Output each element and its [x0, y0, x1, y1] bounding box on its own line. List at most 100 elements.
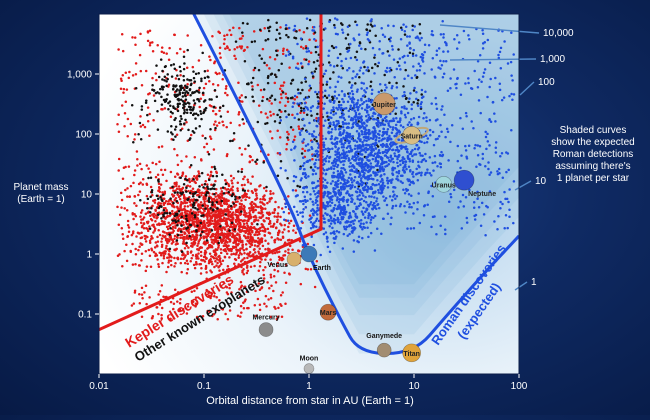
data-point	[199, 43, 203, 47]
data-point	[315, 225, 318, 229]
data-point	[340, 64, 343, 68]
data-point	[123, 125, 126, 128]
data-point	[345, 154, 349, 158]
data-point	[383, 88, 387, 92]
data-point	[345, 122, 348, 125]
data-point	[157, 185, 161, 189]
data-point	[411, 171, 415, 174]
data-point	[227, 182, 230, 186]
data-point	[168, 247, 172, 251]
data-point	[338, 157, 341, 160]
data-point	[412, 89, 416, 92]
data-point	[203, 70, 207, 73]
data-point	[351, 125, 355, 129]
data-point	[382, 127, 385, 130]
data-point	[286, 130, 289, 134]
data-point	[161, 193, 165, 196]
data-point	[149, 195, 152, 198]
data-point	[314, 67, 318, 71]
data-point	[386, 139, 389, 143]
data-point	[329, 222, 333, 225]
data-point	[357, 219, 361, 223]
data-point	[245, 290, 249, 294]
data-point	[369, 187, 372, 190]
data-point	[153, 215, 156, 219]
data-point	[156, 213, 160, 216]
data-point	[164, 238, 168, 242]
data-point	[370, 92, 374, 95]
data-point	[343, 118, 347, 122]
data-point	[244, 215, 247, 218]
data-point	[206, 173, 210, 177]
data-point	[464, 149, 468, 152]
data-point	[369, 152, 373, 155]
data-point	[276, 261, 280, 265]
data-point	[341, 211, 345, 215]
data-point	[208, 252, 212, 256]
data-point	[169, 197, 172, 200]
data-point	[353, 175, 357, 179]
data-point	[236, 314, 240, 318]
data-point	[117, 130, 121, 133]
data-point	[264, 122, 267, 126]
data-point	[433, 154, 437, 158]
data-point	[406, 74, 410, 77]
data-point	[261, 244, 265, 248]
data-point	[399, 26, 403, 30]
data-point	[245, 82, 249, 86]
data-point	[246, 252, 249, 256]
data-point	[376, 145, 380, 148]
data-point	[330, 209, 333, 212]
data-point	[194, 296, 198, 299]
data-point	[133, 291, 137, 294]
data-point	[384, 145, 388, 149]
data-point	[481, 75, 485, 78]
data-point	[169, 231, 173, 235]
data-point	[146, 120, 150, 123]
data-point	[203, 209, 206, 213]
data-point	[351, 163, 355, 167]
data-point	[173, 191, 177, 194]
data-point	[340, 152, 344, 155]
data-point	[450, 123, 454, 127]
data-point	[361, 213, 365, 216]
data-point	[303, 149, 307, 153]
data-point	[311, 200, 314, 203]
data-point	[228, 229, 231, 232]
data-point	[350, 181, 354, 184]
data-point	[215, 174, 219, 178]
data-point	[134, 73, 138, 76]
data-point	[243, 209, 246, 213]
data-point	[234, 213, 238, 217]
data-point	[124, 165, 127, 169]
data-point	[416, 172, 419, 175]
data-point	[269, 222, 272, 225]
data-point	[352, 155, 356, 159]
data-point	[207, 246, 210, 250]
data-point	[296, 88, 300, 91]
data-point	[367, 113, 370, 117]
data-point	[356, 197, 359, 201]
data-point	[351, 157, 354, 160]
data-point	[381, 142, 385, 146]
data-point	[192, 263, 196, 267]
data-point	[186, 83, 189, 86]
data-point	[314, 198, 318, 202]
data-point	[266, 76, 270, 79]
data-point	[385, 179, 389, 182]
data-point	[120, 206, 123, 209]
data-point	[494, 146, 498, 149]
data-point	[263, 302, 266, 305]
data-point	[360, 177, 363, 180]
data-point	[286, 219, 290, 222]
data-point	[324, 157, 328, 160]
data-point	[289, 219, 293, 223]
data-point	[152, 199, 155, 202]
data-point	[250, 81, 253, 84]
data-point	[378, 82, 382, 86]
data-point	[496, 227, 499, 231]
data-point	[222, 202, 226, 205]
data-point	[357, 135, 361, 138]
contour-band-1	[193, 14, 519, 335]
data-point	[182, 237, 186, 241]
